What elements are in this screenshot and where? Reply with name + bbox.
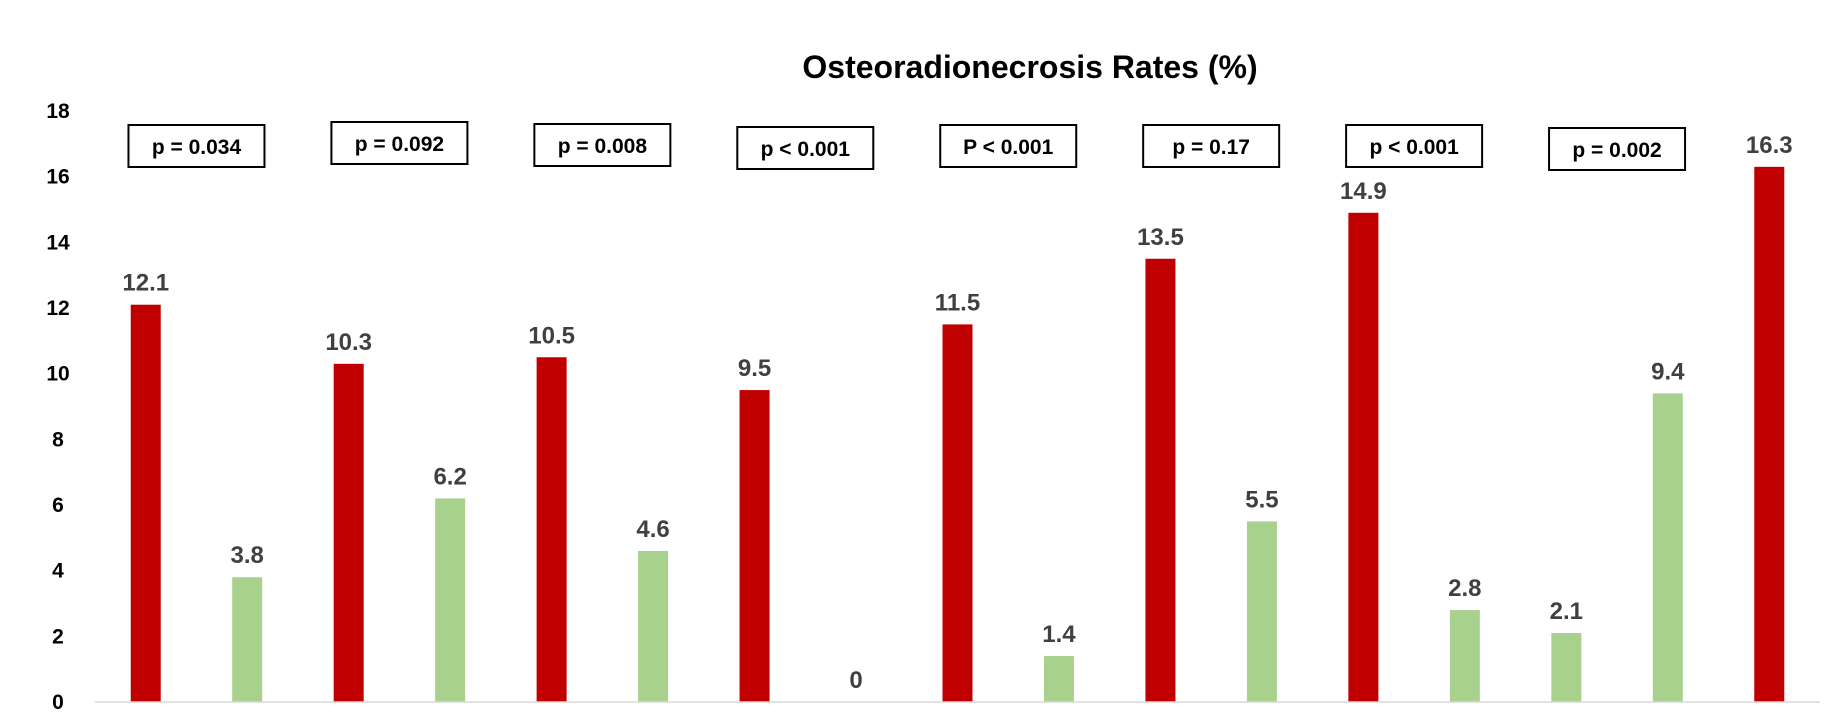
p-value-label: p = 0.17 <box>1172 136 1250 159</box>
data-label-11: 13.5 <box>1137 224 1184 251</box>
p-value-box-border <box>330 121 469 165</box>
p-value-label: p < 0.001 <box>761 138 851 161</box>
chart-title: Osteoradionecrosis Rates (%) <box>802 49 1257 85</box>
p-value-label: p = 0.002 <box>1572 139 1661 162</box>
p-value-box-2: p = 0.092 <box>330 121 469 165</box>
y-tick-label: 0 <box>52 691 64 713</box>
p-value-box-border <box>736 126 875 170</box>
data-label-15: 2.1 <box>1550 598 1583 625</box>
data-label-12: 5.5 <box>1245 486 1278 513</box>
p-value-label: p = 0.034 <box>152 136 242 159</box>
data-label-16: 9.4 <box>1651 358 1685 385</box>
data-label-2: 3.8 <box>231 542 264 569</box>
p-value-box-8: p = 0.002 <box>1548 127 1687 171</box>
p-value-box-4: p < 0.001 <box>736 126 875 170</box>
data-label-6: 4.6 <box>636 516 669 543</box>
bar-10 <box>1043 656 1074 702</box>
bar-4 <box>435 498 466 702</box>
data-label-1: 12.1 <box>122 270 169 297</box>
data-label-9: 11.5 <box>935 289 980 316</box>
data-label-14: 2.8 <box>1448 575 1481 602</box>
p-value-box-7: p < 0.001 <box>1345 124 1484 168</box>
p-value-label: p < 0.001 <box>1369 136 1459 159</box>
data-label-8: 0 <box>849 667 862 694</box>
data-label-5: 10.5 <box>528 322 575 349</box>
data-labels: 12.1 3.8 10.3 6.2 10.5 4.6 9.5 0 11.5 1.4 13.5 5.5 1… <box>122 132 1792 694</box>
data-label-4: 6.2 <box>433 463 466 490</box>
y-tick-label: 14 <box>46 231 70 254</box>
p-value-box-5: P < 0.001 <box>939 124 1078 168</box>
p-value-box-3: p = 0.008 <box>533 123 672 167</box>
p-value-label: p = 0.008 <box>558 135 648 158</box>
data-label-7: 9.5 <box>738 355 771 382</box>
bar-9 <box>942 324 973 702</box>
p-value-box-1: p = 0.034 <box>127 124 266 168</box>
bar-5 <box>536 357 567 702</box>
y-tick-label: 4 <box>52 560 64 583</box>
p-value-label: p = 0.092 <box>355 133 444 156</box>
bar-12 <box>1246 521 1277 702</box>
y-tick-label: 12 <box>46 297 69 320</box>
bar-2 <box>232 577 263 702</box>
p-value-box-border <box>1548 127 1687 171</box>
y-tick-label: 10 <box>46 363 69 386</box>
data-label-17: 16.3 <box>1746 132 1793 159</box>
y-tick-label: 6 <box>52 494 64 517</box>
bar-16 <box>1652 393 1683 702</box>
bars <box>130 166 1785 703</box>
bar-15 <box>1551 633 1582 702</box>
y-tick-label: 18 <box>46 100 70 123</box>
y-axis-ticks: 0 2 4 6 8 10 12 14 16 18 <box>46 100 70 713</box>
bar-7 <box>739 390 770 702</box>
p-value-box-border <box>127 124 266 168</box>
bar-17 <box>1754 166 1785 703</box>
bar-11 <box>1145 258 1176 702</box>
bar-3 <box>333 363 364 702</box>
p-value-box-border <box>1345 124 1484 168</box>
bar-14 <box>1449 610 1480 702</box>
y-tick-label: 8 <box>52 428 64 451</box>
p-value-box-6: p = 0.17 <box>1142 124 1281 168</box>
p-value-label: P < 0.001 <box>963 136 1053 159</box>
p-value-annotations: p = 0.034 p = 0.092 p = 0.008 p < 0.001 P < … <box>127 121 1687 171</box>
data-label-10: 1.4 <box>1042 621 1076 648</box>
bar-1 <box>130 304 161 702</box>
bar-6 <box>638 550 669 702</box>
y-tick-label: 2 <box>52 625 64 648</box>
p-value-box-border <box>939 124 1078 168</box>
bar-13 <box>1348 212 1379 703</box>
p-value-box-border <box>533 123 672 167</box>
data-label-13: 14.9 <box>1340 178 1387 205</box>
data-label-3: 10.3 <box>325 329 372 356</box>
y-tick-label: 16 <box>46 166 69 189</box>
p-value-box-border <box>1142 124 1281 168</box>
